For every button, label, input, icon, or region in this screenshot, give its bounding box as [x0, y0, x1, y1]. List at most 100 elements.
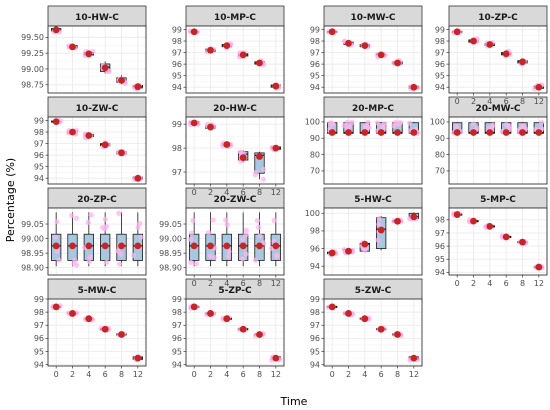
mean-point	[207, 46, 214, 54]
mean-point	[134, 242, 142, 250]
facet-title: 5-MW-C	[78, 286, 117, 296]
facet-panel: 10-HW-C 98.75 99.00 99.25 99.50	[21, 5, 147, 94]
mean-point	[69, 310, 76, 317]
mean-point	[69, 242, 76, 250]
x-tick-label: 2	[471, 97, 476, 106]
mean-point	[52, 242, 60, 250]
mean-point	[69, 43, 76, 51]
panel-border	[47, 298, 147, 367]
mean-point	[101, 325, 109, 333]
y-tick-label: 70	[310, 167, 320, 176]
y-tick-label: 95	[310, 71, 320, 80]
mean-point	[470, 129, 477, 136]
y-tick-label: 96	[172, 334, 182, 343]
y-tick-label: 95	[34, 162, 44, 171]
y-tick-label: 94	[172, 360, 182, 369]
panel-background	[186, 299, 284, 366]
x-tick-label: 2	[208, 188, 213, 197]
jitter-point	[240, 236, 246, 242]
x-tick-label: 0	[54, 370, 59, 379]
mean-point	[377, 226, 385, 234]
x-tick-label: 4	[224, 279, 229, 288]
jitter-point	[489, 124, 495, 130]
y-tick-label: 100	[430, 118, 445, 127]
jitter-point	[86, 258, 92, 265]
mean-point	[486, 129, 494, 136]
x-tick-label: 8	[395, 370, 400, 379]
y-tick-label: 95	[172, 71, 182, 80]
x-tick-label: 4	[86, 370, 91, 379]
mean-point	[394, 331, 401, 338]
mean-point	[453, 28, 461, 36]
y-tick-label: 98	[310, 37, 320, 46]
mean-point	[519, 58, 526, 66]
mean-point	[239, 51, 247, 59]
facet-title: 20-ZW-C	[214, 195, 257, 205]
mean-point	[223, 42, 231, 50]
y-tick-label: 98.95	[21, 249, 44, 258]
y-tick-label: 98.90	[21, 264, 44, 273]
box	[254, 152, 265, 174]
x-axis: 0 2 4 6 8 12	[330, 366, 419, 379]
mean-point	[361, 240, 369, 248]
y-tick-label: 99	[310, 25, 320, 34]
y-tick-label: 94	[310, 360, 320, 369]
y-tick-label: 98.90	[159, 264, 182, 273]
y-tick-label: 99	[310, 295, 320, 304]
y-tick-label: 98	[34, 308, 44, 317]
panel-background	[449, 117, 547, 184]
mean-point	[134, 174, 142, 182]
y-tick-label: 99.25	[21, 49, 44, 58]
y-tick-label: 94	[435, 83, 445, 92]
facet-panel: 5-MP-C 94 95 96 97 98	[435, 187, 548, 277]
y-tick-label: 96	[435, 60, 445, 69]
facet-title: 20-MW-C	[475, 104, 520, 114]
jitter-point	[362, 125, 369, 131]
mean-point	[345, 247, 352, 255]
y-tick-label: 97	[172, 321, 182, 330]
y-tick-label: 99.00	[21, 234, 44, 243]
y-tick-label: 95	[34, 347, 44, 356]
x-tick-label: 4	[224, 370, 229, 379]
mean-point	[377, 51, 385, 59]
y-tick-label: 99	[435, 25, 445, 34]
panel-background	[186, 117, 284, 184]
jitter-point	[453, 123, 460, 130]
x-tick-label: 6	[103, 370, 108, 379]
mean-point	[470, 217, 477, 225]
mean-point	[361, 315, 369, 323]
mean-point	[256, 59, 263, 67]
panel-background	[324, 208, 422, 275]
y-tick-label: 98	[172, 37, 182, 46]
facet-panel: 5-ZP-C 94 95 96 97 98 99	[172, 278, 285, 369]
facet-title: 10-ZP-C	[478, 13, 518, 23]
mean-point	[52, 26, 60, 34]
x-tick-label: 6	[241, 188, 246, 197]
mean-point	[328, 129, 336, 136]
jitter-point	[118, 251, 124, 257]
mean-point	[85, 50, 93, 58]
x-tick-label: 2	[70, 370, 75, 379]
x-tick-label: 8	[520, 279, 525, 288]
x-axis-layer: 0 2 4 6 8 12 0 2 4 6 8 12 0 2 4 6 8 12 0 2 4 6 8 12 0 2 4 6 8 12 0 2 4 6 8…	[54, 93, 544, 379]
y-tick-label: 99.00	[159, 234, 182, 243]
x-tick-label: 8	[257, 279, 262, 288]
mean-point	[394, 59, 401, 67]
mean-point	[453, 211, 461, 218]
x-axis: 0 2 4 6 8 12	[192, 184, 281, 197]
x-axis-title: Time	[280, 395, 308, 408]
x-tick-label: 4	[362, 370, 367, 379]
mean-point	[535, 263, 543, 271]
mean-point	[361, 42, 369, 50]
mean-point	[486, 41, 494, 48]
jitter-point	[243, 251, 249, 257]
facet-title: 20-MP-C	[352, 104, 394, 114]
jitter-point	[243, 227, 249, 233]
y-tick-label: 98	[172, 144, 182, 153]
x-axis: 0 2 4 6 8 12	[455, 275, 544, 288]
x-tick-label: 4	[224, 188, 229, 197]
jitter-point	[99, 224, 106, 231]
y-tick-label: 90	[435, 134, 445, 143]
y-axis-title: Percentage (%)	[4, 158, 17, 242]
mean-point	[272, 82, 280, 90]
